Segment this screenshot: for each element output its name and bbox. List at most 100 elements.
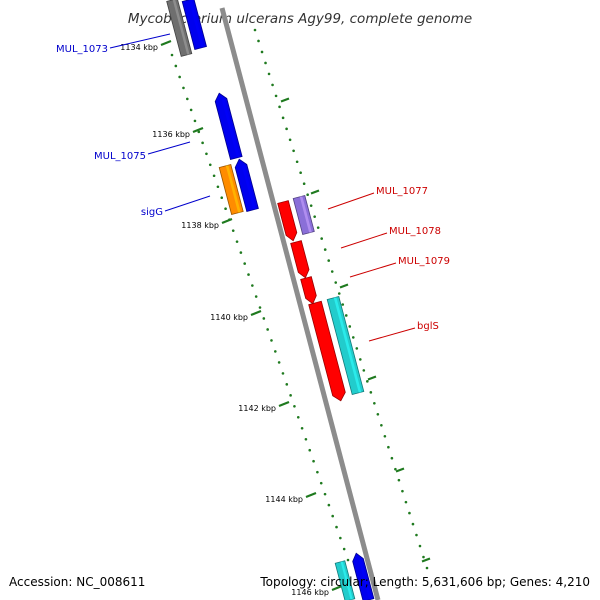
gene-mul-1079[interactable] (300, 276, 317, 305)
track-dot (258, 306, 262, 309)
track-dot (404, 500, 408, 504)
gene-bottom-cyan-highlight (340, 561, 353, 600)
track-dot (312, 459, 315, 463)
gene-blue-2[interactable] (234, 158, 259, 212)
track-dot (285, 383, 289, 386)
genome-title: Mycobacterium ulcerans Agy99, complete g… (128, 11, 472, 27)
track-dot (319, 481, 323, 485)
gene-label-bgls[interactable]: bglS (417, 321, 439, 332)
track-dot (254, 295, 258, 298)
tick-mark (310, 189, 320, 195)
gene-blue-2-highlight (241, 165, 256, 210)
track-dot (260, 50, 264, 54)
track-dot (231, 229, 235, 232)
track-dot (309, 204, 313, 207)
track-dot (267, 72, 271, 76)
gene-sigg-highlight (225, 165, 241, 213)
track-dot (288, 138, 292, 142)
track-dot (425, 566, 429, 570)
gene-features (166, 0, 375, 600)
track-dot (178, 75, 181, 79)
gene-label-leader (164, 195, 211, 212)
gene-mul-1075-body (214, 92, 243, 160)
track-dot (299, 171, 302, 175)
gene-label-leader (340, 232, 388, 249)
tick-mark (367, 375, 377, 381)
track-dot (362, 369, 366, 372)
gene-labels: MUL_1073 MUL_1075 sigG MUL_1077 MUL_1078 MUL_… (56, 33, 450, 342)
tick-label: 1134 kbp (120, 43, 158, 52)
gene-bottom-blue[interactable] (352, 552, 375, 600)
gene-red-1[interactable] (277, 200, 298, 242)
track-dot (383, 434, 387, 438)
genome-backbone-line (219, 7, 381, 600)
gene-label-mul-1073[interactable]: MUL_1073 (56, 44, 108, 55)
track-dot (337, 292, 341, 295)
track-dot (300, 426, 304, 430)
track-dot (308, 448, 312, 452)
tick-mark (331, 584, 343, 592)
track-dot (415, 533, 418, 537)
gene-mul-1079-body (300, 276, 317, 305)
gene-mul-1078[interactable] (290, 240, 310, 279)
track-dot (193, 119, 197, 123)
track-dot (359, 358, 362, 361)
gene-label-sigg[interactable]: sigG (141, 207, 163, 218)
tick-label: 1136 kbp (152, 130, 190, 139)
tick-mark (192, 126, 204, 134)
tick-mark (278, 400, 290, 408)
track-dot (170, 53, 174, 57)
gene-mul-1073[interactable] (181, 0, 207, 50)
track-dot (274, 94, 278, 98)
track-dot (342, 547, 346, 551)
gene-bgls[interactable] (326, 296, 365, 395)
gene-label-leader (349, 262, 397, 278)
tick-label: 1144 kbp (265, 495, 303, 504)
left-tick-track (170, 53, 350, 562)
track-dot (270, 339, 273, 342)
tick-mark (160, 39, 172, 47)
gene-red-4[interactable] (308, 300, 346, 402)
gene-bottom-blue-highlight (358, 559, 372, 600)
track-dot (224, 207, 227, 210)
track-dot (201, 141, 204, 145)
gene-label-mul-1075[interactable]: MUL_1075 (94, 151, 146, 162)
tick-label: 1142 kbp (238, 404, 276, 413)
track-dot (323, 248, 327, 251)
track-dot (281, 372, 285, 375)
gene-sigg[interactable] (218, 164, 244, 215)
track-dot (243, 262, 246, 265)
track-dot (313, 215, 316, 218)
gene-label-mul-1079[interactable]: MUL_1079 (398, 256, 450, 267)
gene-mul-1077-body (292, 195, 315, 235)
track-dot (235, 240, 239, 243)
track-dot (296, 415, 300, 419)
gene-mul-1077-highlight (299, 196, 312, 233)
track-dot (327, 503, 331, 507)
track-dot (274, 350, 277, 353)
gene-bottom-cyan[interactable] (334, 560, 356, 600)
gene-mul-1077[interactable] (292, 195, 315, 235)
gene-mul-1075[interactable] (214, 92, 243, 160)
track-dot (341, 303, 345, 306)
tick-label: 1146 kbp (291, 588, 329, 597)
track-dot (355, 347, 359, 350)
gene-red-4-highlight (315, 302, 343, 394)
track-dot (306, 193, 309, 196)
gene-mul-1079-highlight (306, 277, 315, 297)
gene-gray[interactable] (166, 0, 193, 57)
track-dot (376, 412, 380, 416)
track-dot (281, 116, 285, 120)
track-dot (397, 478, 401, 482)
track-dot (208, 163, 212, 167)
track-dot (277, 361, 281, 364)
genome-summary-text: Topology: circular; Length: 5,631,606 bp… (259, 575, 590, 589)
track-dot (331, 514, 334, 518)
tick-label: 1138 kbp (181, 221, 219, 230)
track-dot (348, 325, 352, 328)
gene-label-mul-1077[interactable]: MUL_1077 (376, 186, 428, 197)
gene-label-mul-1078[interactable]: MUL_1078 (389, 226, 441, 237)
track-dot (373, 402, 376, 405)
track-dot (418, 544, 422, 548)
track-dot (302, 182, 306, 186)
